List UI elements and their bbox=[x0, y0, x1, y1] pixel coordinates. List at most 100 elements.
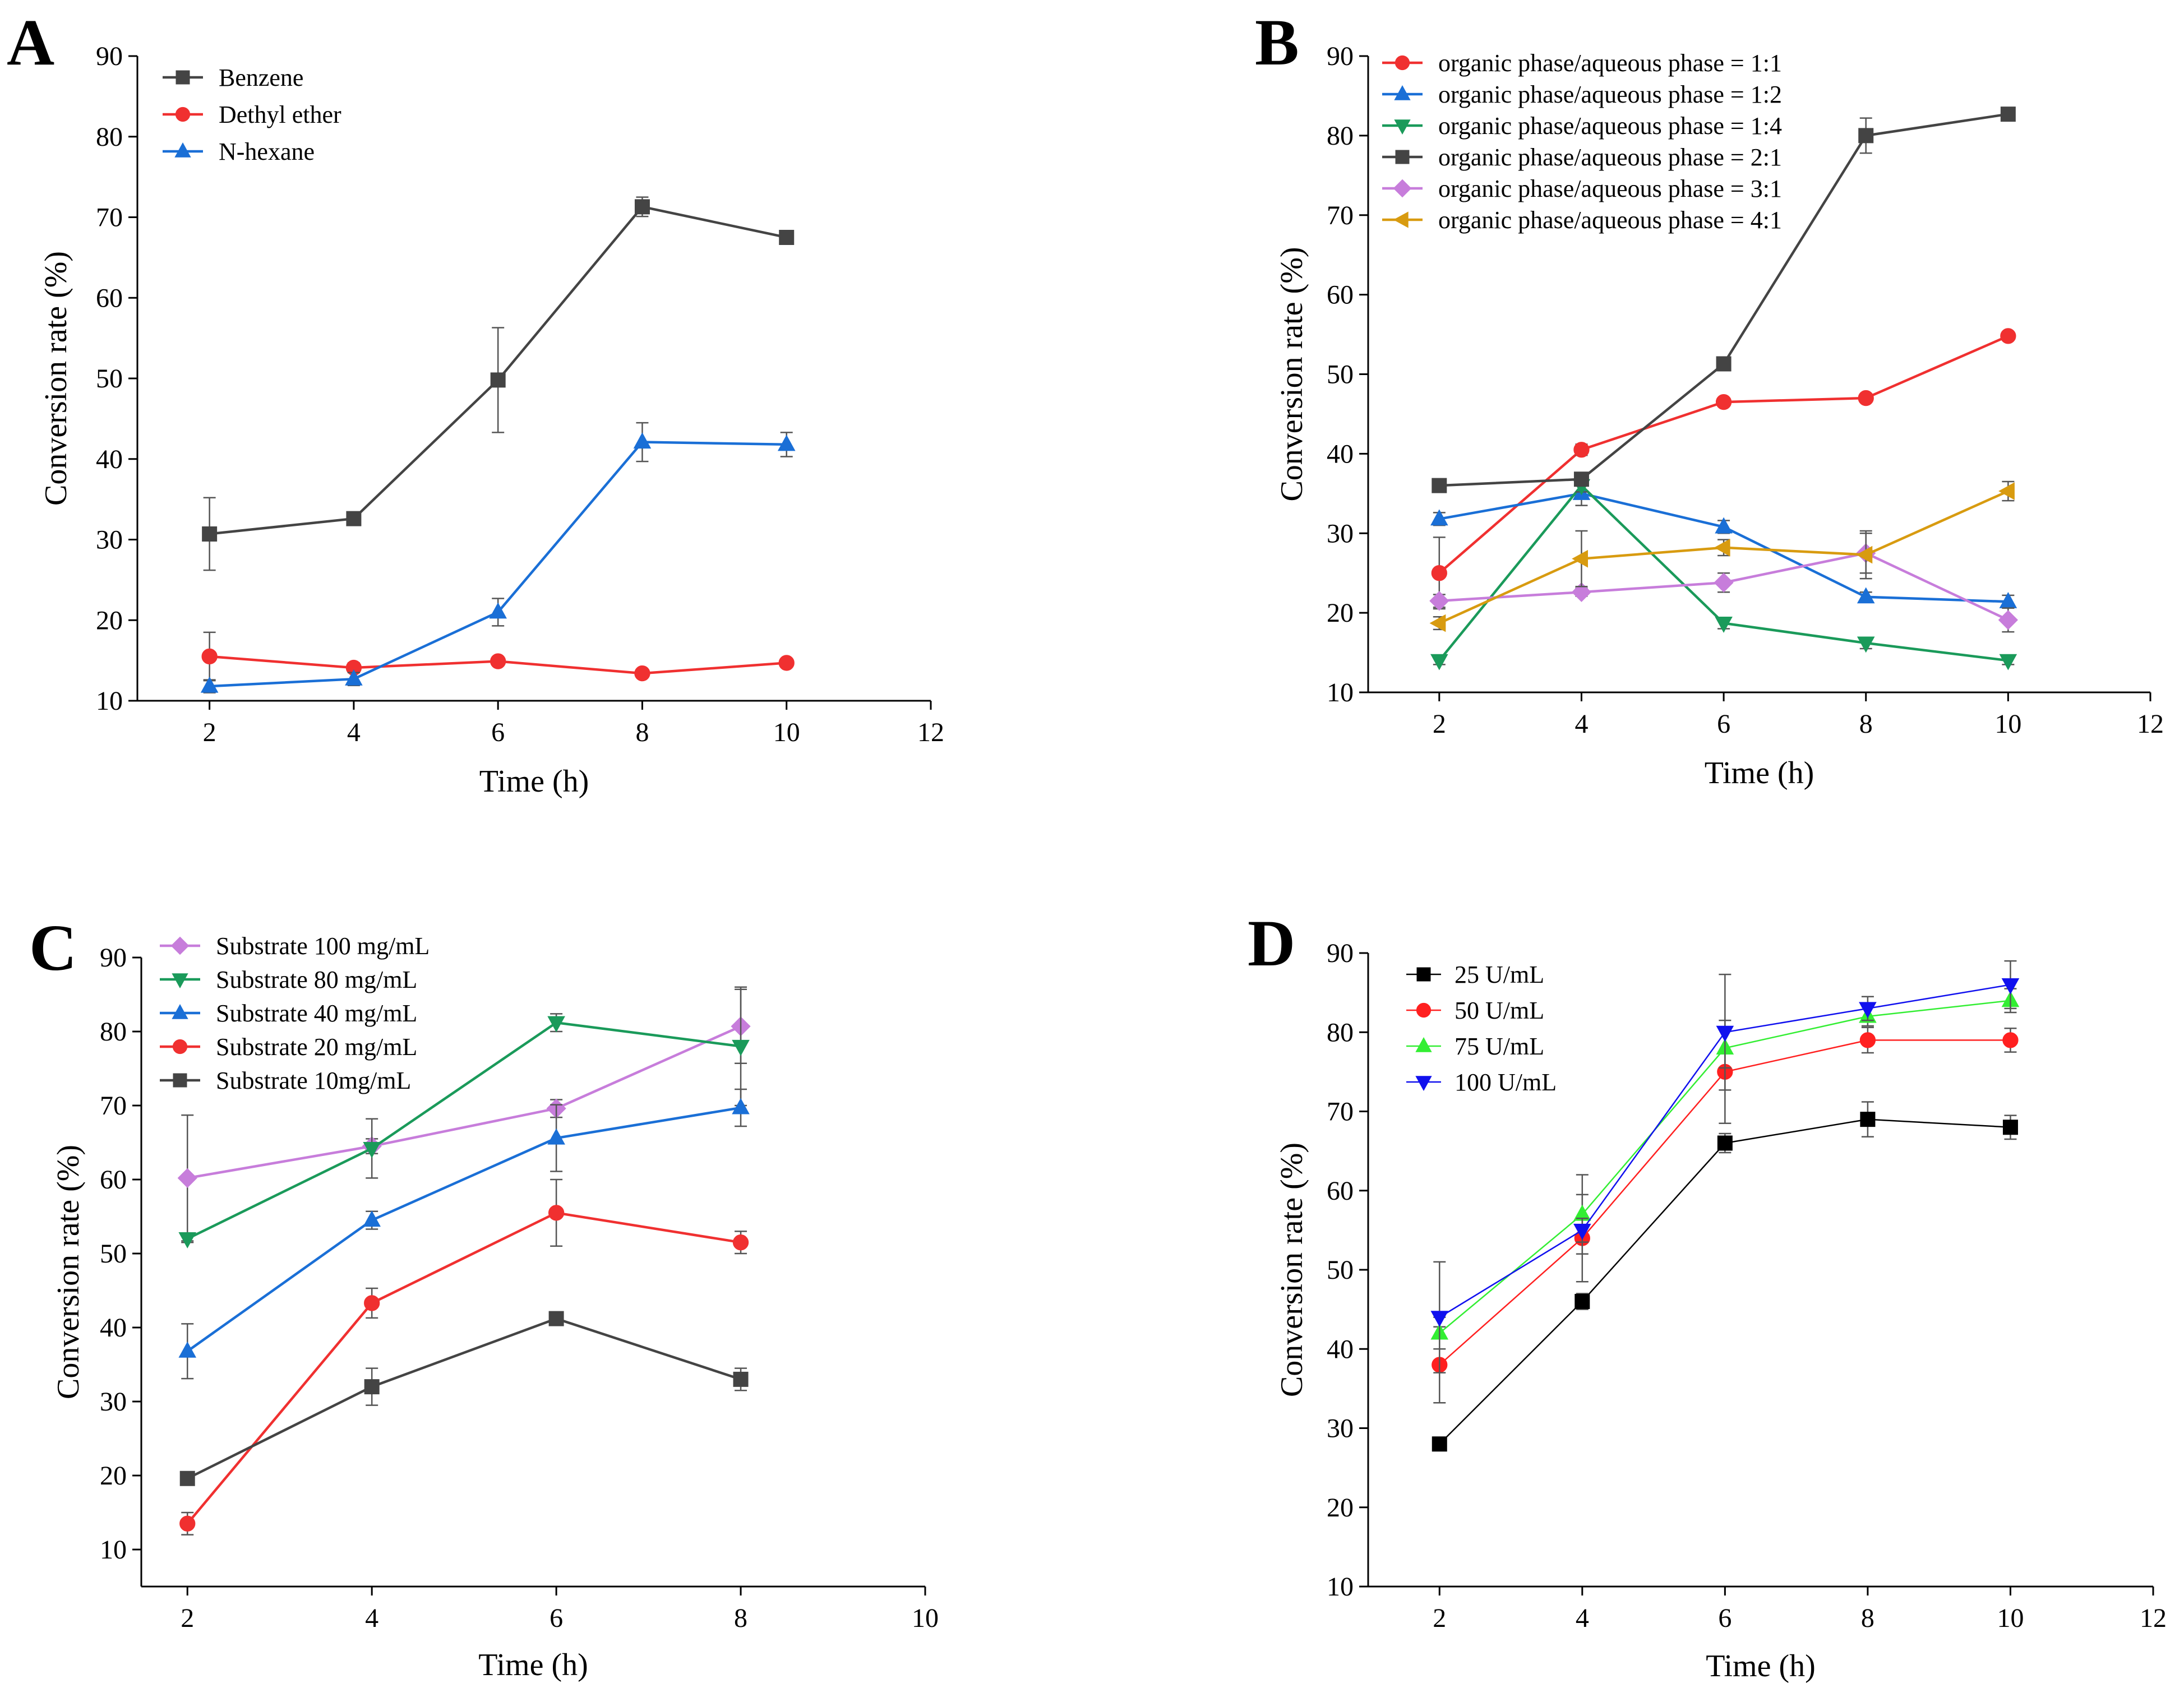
data-point bbox=[732, 1234, 749, 1251]
legend-marker bbox=[1393, 179, 1412, 198]
data-point bbox=[1572, 549, 1588, 568]
y-tick-label: 50 bbox=[1327, 1255, 1354, 1285]
y-tick-label: 90 bbox=[1327, 41, 1354, 71]
panel-d: D 10 20 30 40 50 60 70 80 90 2 4 6 8 10 12 Time (h) Conv… bbox=[1248, 907, 2167, 1684]
data-point bbox=[1998, 482, 2015, 500]
x-tick-label: 4 bbox=[1576, 1603, 1589, 1633]
data-point bbox=[1432, 1436, 1447, 1452]
y-tick-label: 70 bbox=[1327, 1097, 1354, 1127]
panel-letter-d: D bbox=[1248, 907, 1295, 980]
x-tick-label: 6 bbox=[1718, 1603, 1731, 1633]
x-tick-label: 10 bbox=[1994, 709, 2021, 739]
data-point bbox=[2002, 1120, 2018, 1135]
data-point bbox=[490, 372, 506, 388]
x-tick-label: 4 bbox=[365, 1603, 378, 1633]
legend-label: 100 U/mL bbox=[1455, 1069, 1557, 1096]
x-tick-label: 2 bbox=[1433, 709, 1446, 739]
x-tick-label: 10 bbox=[912, 1603, 939, 1633]
y-tick-label: 90 bbox=[100, 943, 127, 973]
data-point bbox=[1859, 1032, 1876, 1048]
legend-label: Dethyl ether bbox=[219, 101, 341, 128]
data-point bbox=[1573, 1223, 1591, 1240]
series-3 bbox=[1430, 960, 2020, 1373]
y-tick-label: 10 bbox=[1327, 1572, 1354, 1602]
series-2 bbox=[200, 422, 796, 693]
x-tick-label: 8 bbox=[635, 718, 649, 747]
legend-label: Substrate 40 mg/mL bbox=[216, 1000, 417, 1027]
series-2 bbox=[178, 1088, 750, 1380]
y-tick-label: 10 bbox=[96, 686, 123, 716]
series-0 bbox=[202, 196, 795, 571]
series-1 bbox=[178, 986, 750, 1248]
x-tick-label: 2 bbox=[1433, 1603, 1446, 1633]
data-point bbox=[364, 1379, 380, 1395]
legend-item: 50 U/mL bbox=[1406, 997, 1544, 1024]
data-point bbox=[777, 434, 796, 451]
y-tick-label: 60 bbox=[1327, 280, 1354, 310]
data-point bbox=[779, 229, 795, 245]
data-point bbox=[345, 669, 363, 686]
data-point bbox=[489, 602, 507, 619]
series-3 bbox=[179, 1178, 749, 1536]
data-point bbox=[1715, 517, 1733, 534]
legend-marker bbox=[176, 70, 190, 85]
data-point bbox=[1715, 617, 1733, 633]
data-point bbox=[179, 1515, 196, 1532]
legend-marker bbox=[1415, 1076, 1432, 1092]
data-point bbox=[1430, 1311, 1449, 1328]
series-line bbox=[186, 1106, 741, 1353]
x-tick-label: 6 bbox=[491, 718, 505, 747]
y-tick-label: 90 bbox=[96, 41, 123, 71]
data-point bbox=[346, 511, 362, 526]
legend-item: 75 U/mL bbox=[1406, 1033, 1544, 1060]
legend-label: Substrate 100 mg/mL bbox=[216, 932, 430, 960]
legend-label: 25 U/mL bbox=[1455, 961, 1544, 988]
y-tick-label: 20 bbox=[96, 605, 123, 635]
data-point bbox=[2000, 328, 2016, 344]
legend-marker bbox=[172, 973, 188, 989]
y-axis-title: Conversion rate (%) bbox=[51, 1145, 86, 1399]
y-tick-label: 50 bbox=[96, 364, 123, 394]
legend-item: organic phase/aqueous phase = 1:1 bbox=[1382, 49, 1782, 77]
y-tick-label: 70 bbox=[96, 203, 123, 233]
series-line bbox=[187, 1021, 741, 1240]
data-point bbox=[1430, 654, 1448, 670]
y-tick-label: 70 bbox=[100, 1091, 127, 1121]
legend-marker bbox=[1395, 150, 1410, 164]
panel-c: C 10 20 30 40 50 60 70 80 90 2 4 6 8 10 Time (h) Conver… bbox=[29, 911, 939, 1682]
y-tick-label: 40 bbox=[100, 1313, 127, 1343]
legend-marker bbox=[1394, 85, 1411, 100]
data-point bbox=[1857, 587, 1875, 604]
x-axis-title: Time (h) bbox=[1705, 756, 1814, 790]
data-point bbox=[547, 1128, 565, 1145]
data-point bbox=[1998, 610, 2018, 630]
series-line bbox=[1439, 1118, 2011, 1445]
legend-label: Substrate 20 mg/mL bbox=[216, 1033, 417, 1061]
data-point bbox=[201, 648, 218, 665]
data-point bbox=[1573, 442, 1590, 458]
data-point bbox=[179, 1470, 195, 1486]
legend-item: organic phase/aqueous phase = 4:1 bbox=[1382, 206, 1782, 234]
legend-item: Substrate 20 mg/mL bbox=[160, 1033, 417, 1061]
x-tick-label: 8 bbox=[1859, 709, 1873, 739]
legend-item: Dethyl ether bbox=[163, 101, 341, 128]
data-point bbox=[363, 1142, 381, 1158]
y-tick-label: 80 bbox=[96, 122, 123, 152]
data-point bbox=[548, 1205, 565, 1221]
x-tick-label: 10 bbox=[1997, 1603, 2024, 1633]
data-point bbox=[1429, 591, 1449, 611]
legend-label: organic phase/aqueous phase = 2:1 bbox=[1438, 144, 1782, 171]
legend-marker bbox=[170, 936, 190, 955]
data-point bbox=[1716, 1025, 1734, 1042]
legend-item: 25 U/mL bbox=[1406, 961, 1544, 988]
legend-label: organic phase/aqueous phase = 4:1 bbox=[1438, 206, 1782, 234]
legend-item: Substrate 100 mg/mL bbox=[160, 932, 430, 960]
data-point bbox=[364, 1295, 380, 1311]
series-0 bbox=[177, 988, 751, 1242]
series-5 bbox=[1429, 480, 2015, 632]
data-point bbox=[1429, 614, 1446, 632]
series-line bbox=[209, 441, 787, 688]
y-tick-label: 50 bbox=[1327, 360, 1354, 390]
data-point bbox=[1432, 478, 1447, 493]
legend-label: Substrate 10mg/mL bbox=[216, 1067, 411, 1094]
